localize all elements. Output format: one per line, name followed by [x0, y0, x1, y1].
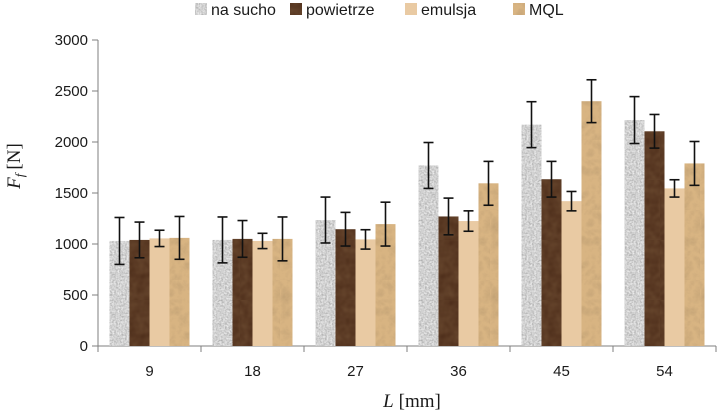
bar-granite — [521, 124, 542, 346]
x-axis: 9 18 27 36 45 54 — [97, 345, 717, 380]
bar-dark — [129, 239, 150, 346]
bar-crumpled — [375, 224, 396, 346]
bar-flat — [355, 239, 376, 346]
bar-flat — [561, 201, 582, 346]
y-axis-unit: [N] — [4, 143, 25, 169]
bar-crumpled — [684, 163, 705, 346]
bar-crumpled — [581, 101, 602, 346]
y-axis-title: Ff [N] — [4, 143, 27, 190]
y-axis: 0 500 1000 1500 2000 2500 3000 — [55, 32, 99, 355]
y-tick-label: 500 — [63, 287, 88, 304]
legend-label: na sucho — [211, 2, 276, 19]
y-tick-label: 3000 — [55, 32, 88, 49]
bar-dark — [644, 131, 665, 346]
bars — [109, 101, 705, 346]
bar-granite — [624, 120, 645, 346]
bar-flat — [252, 240, 273, 346]
legend: na sucho powietrze emulsja MQL — [195, 2, 564, 19]
legend-swatch — [405, 3, 417, 15]
plot-area: 0 500 1000 1500 2000 2500 3000 9 18 27 36 45 54 — [55, 32, 717, 380]
x-tick-label: 9 — [145, 363, 153, 380]
bar-flat — [458, 221, 479, 346]
bar-crumpled — [169, 237, 190, 346]
y-tick-label: 2500 — [55, 83, 88, 100]
error-bars — [114, 78, 700, 266]
y-tick-label: 1500 — [55, 185, 88, 202]
bar-dark — [541, 179, 562, 346]
bar-crumpled — [478, 183, 499, 346]
bar-granite — [315, 220, 336, 346]
y-axis-sub: f — [12, 171, 27, 177]
x-tick-label: 54 — [656, 363, 673, 380]
legend-label: powietrze — [306, 2, 375, 19]
x-tick-label: 27 — [347, 363, 364, 380]
bar-dark — [438, 216, 459, 346]
y-tick-label: 1000 — [55, 236, 88, 253]
bar-granite — [212, 239, 233, 346]
bar-dark — [232, 238, 253, 346]
bar-dark — [335, 229, 356, 346]
bar-granite — [418, 165, 439, 346]
x-tick-label: 18 — [244, 363, 261, 380]
bar-granite — [109, 240, 130, 346]
legend-swatch — [513, 3, 525, 15]
legend-swatch — [290, 3, 302, 15]
x-tick-label: 45 — [553, 363, 570, 380]
legend-label: emulsja — [421, 2, 476, 19]
bar-flat — [664, 188, 685, 346]
y-tick-label: 2000 — [55, 134, 88, 151]
y-axis-var: F — [4, 177, 25, 190]
y-tick-label: 0 — [80, 338, 88, 355]
legend-label: MQL — [529, 2, 564, 19]
bar-flat — [149, 238, 170, 346]
x-tick-label: 36 — [450, 363, 467, 380]
x-axis-title: L [mm] — [382, 391, 441, 412]
bar-crumpled — [272, 238, 293, 346]
legend-swatch — [195, 3, 207, 15]
x-axis-unit: [mm] — [399, 391, 441, 412]
x-axis-var: L — [382, 391, 394, 412]
